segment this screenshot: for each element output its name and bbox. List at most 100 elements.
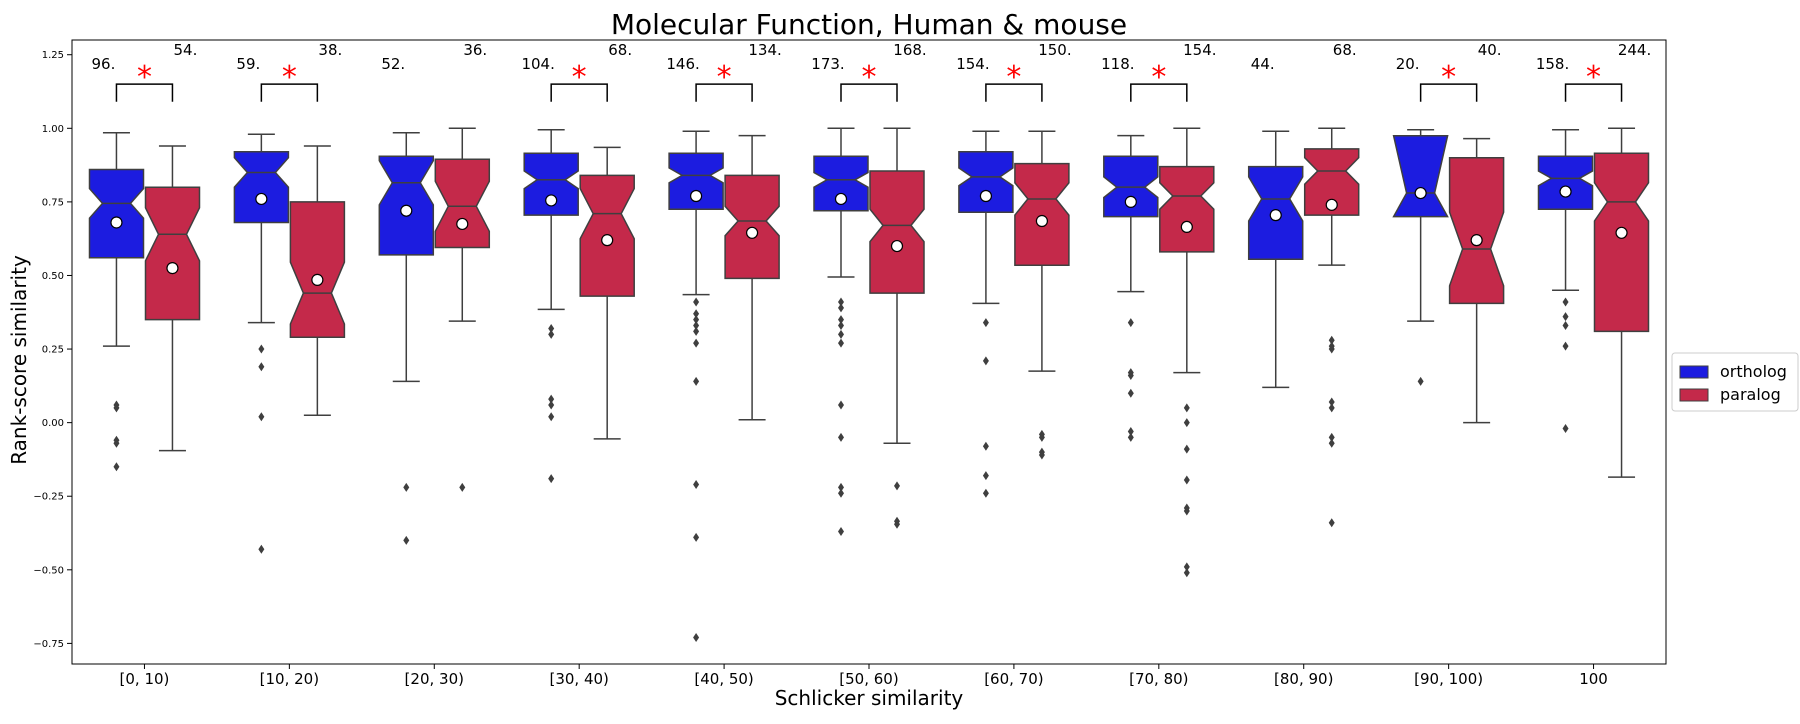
paralog-outlier-point [1038,450,1045,460]
y-tick-label: 0.75 [42,197,64,208]
ortholog-outlier-point [693,309,700,319]
ortholog-outlier-point [548,474,555,484]
ortholog-mean-marker [979,189,993,203]
paralog-count-label: 40. [1478,41,1502,59]
ortholog-outlier-point [982,318,989,328]
ortholog-box [813,155,869,212]
significance-star: * [717,60,732,95]
ortholog-outlier-point [693,376,700,386]
ortholog-outlier-point [838,488,844,498]
ortholog-mean-marker [1269,209,1282,222]
ortholog-mean-marker [545,194,558,207]
significance-star: * [1586,60,1601,95]
paralog-box [869,170,925,294]
significance-bracket [260,83,319,102]
ortholog-box [958,151,1014,213]
ortholog-outlier-point [838,303,844,313]
ortholog-box [523,152,579,216]
paralog-mean-marker [166,262,179,275]
paralog-mean-marker [745,226,759,239]
paralog-outlier-point [1183,568,1190,578]
ortholog-box-group [1103,134,1159,442]
paralog-count-label: 54. [174,41,198,59]
ortholog-outlier-point [838,329,844,339]
ortholog-outlier-point [982,356,989,366]
paralog-outlier-point [1328,397,1335,407]
ortholog-outlier-point [693,315,700,325]
ortholog-outlier-point [403,482,410,492]
ortholog-mean-marker [1559,185,1572,198]
plot-frame [71,39,1667,665]
y-axis-label: Rank-score similarity [7,255,31,465]
paralog-count-label: 36. [463,41,487,59]
significance-star: * [1006,60,1021,95]
ortholog-outlier-point [548,400,555,410]
significance-star: * [572,60,587,95]
paralog-mean-marker [311,273,324,286]
ortholog-box-group [1247,130,1304,389]
ortholog-mean-marker [1414,186,1427,200]
significance-bracket [1564,83,1623,102]
ortholog-outlier-point [693,338,700,348]
significance-bracket [1130,83,1188,102]
ortholog-mean-marker [400,204,413,217]
x-tick-label: [70, 80) [1129,670,1188,688]
paralog-outlier-point [1183,475,1190,485]
significance-star: * [1441,60,1456,95]
paralog-outlier-point [1038,432,1045,442]
ortholog-outlier-point [693,532,700,542]
paralog-box-group [724,134,780,421]
paralog-outlier-point [1183,444,1190,454]
ortholog-mean-marker [1124,195,1137,208]
ortholog-outlier-point [1127,426,1134,436]
paralog-box-group [869,127,925,529]
ortholog-box [668,152,724,210]
ortholog-outlier-point [258,344,265,354]
paralog-box [1593,152,1650,333]
ortholog-outlier-point [982,471,989,481]
paralog-outlier-point [459,482,466,492]
paralog-box-group [289,145,346,417]
paralog-mean-marker [1035,214,1049,228]
significance-star: * [282,60,297,95]
significance-star: * [1151,60,1166,95]
ortholog-outlier-point [693,326,700,336]
legend[interactable]: ortholog paralog [1671,352,1799,412]
ortholog-outlier-point [548,323,555,333]
ortholog-mean-marker [110,216,123,229]
ortholog-outlier-point [548,412,555,422]
ortholog-box-group [523,129,579,484]
legend-label-ortholog: ortholog [1720,362,1787,381]
significance-star: * [137,60,152,95]
ortholog-count-label: 52. [381,55,405,73]
paralog-box-group [579,146,635,440]
paralog-box [1303,148,1360,216]
y-tick-label: −0.75 [33,639,64,650]
ortholog-box-group [668,130,724,643]
y-tick-label: −0.50 [33,565,64,576]
paralog-count-label: 68. [608,41,632,59]
legend-label-paralog: paralog [1720,385,1781,404]
ortholog-outlier-point [838,482,844,492]
ortholog-outlier-point [403,535,410,545]
paralog-outlier-point [1183,403,1190,413]
paralog-outlier-point [1183,418,1190,428]
paralog-mean-marker [1180,220,1193,234]
ortholog-outlier-point [693,297,700,307]
paralog-box [1014,162,1070,266]
x-tick-label: [50, 60) [839,670,898,688]
x-tick-label: [40, 50) [694,670,753,688]
paralog-outlier-point [1183,562,1190,572]
x-tick-label: [0, 10) [120,670,170,688]
paralog-outlier-point [1328,344,1335,354]
ortholog-box [233,151,290,224]
ortholog-outlier-point [258,362,265,372]
paralog-count-label: 38. [318,41,342,59]
paralog-box-group [1303,127,1360,528]
ortholog-outlier-point [838,432,844,442]
ortholog-mean-marker [255,192,268,206]
ortholog-outlier-point [1562,297,1569,307]
ortholog-outlier-point [1562,312,1569,322]
ortholog-box-group [233,133,290,554]
